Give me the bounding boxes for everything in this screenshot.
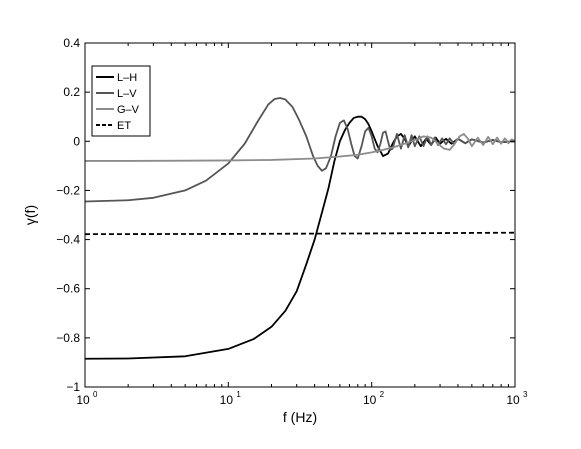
x-tick-exponent: 3 (523, 390, 528, 399)
plot-frame (84, 42, 516, 388)
y-tick-label: −0.6 (56, 282, 80, 296)
plot-area (85, 43, 515, 387)
y-axis-label: γ(f) (22, 205, 38, 225)
y-tick-label: −1 (66, 380, 80, 394)
y-tick-label: −0.2 (56, 183, 80, 197)
legend-label: G–V (117, 104, 140, 116)
series-line-3 (85, 133, 515, 162)
series-line-1 (85, 115, 515, 360)
x-tick-exponent: 2 (380, 390, 385, 399)
x-tick-label: 10 (506, 393, 520, 407)
ticks-layer: 10 0 10 1 10 2 10 30.40.20−0.2−0.4−0.6−0.8−1 (56, 36, 528, 407)
y-tick-label: −0.4 (56, 233, 80, 247)
x-tick-exponent: 0 (93, 390, 98, 399)
x-tick-label: 10 (76, 393, 90, 407)
legend: L–H L–V G–V ET (91, 65, 151, 137)
x-axis-label: f (Hz) (283, 409, 317, 425)
y-tick-label: −0.8 (56, 331, 80, 345)
y-tick-label: 0 (73, 134, 80, 148)
series-line-2 (85, 97, 515, 203)
legend-label: L–V (117, 88, 137, 100)
legend-label: L–H (117, 72, 137, 84)
x-tick-exponent: 1 (236, 390, 241, 399)
series-layer (85, 97, 515, 360)
x-tick-label: 10 (220, 393, 234, 407)
legend-label: ET (117, 120, 131, 132)
x-tick-label: 10 (363, 393, 377, 407)
y-tick-label: 0.2 (63, 85, 80, 99)
y-tick-label: 0.4 (63, 36, 80, 50)
